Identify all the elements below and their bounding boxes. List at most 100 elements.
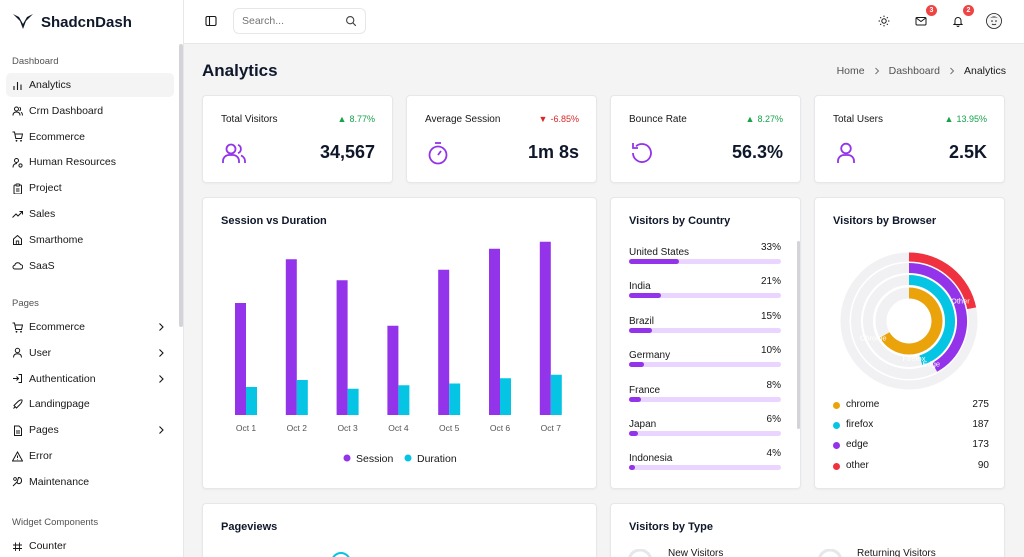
bar-duration-oct-3[interactable] — [347, 388, 359, 415]
sidebar-item-label: Maintenance — [29, 475, 90, 488]
stat-change: ▲ 13.95% — [945, 114, 987, 124]
sidebar-section-title: Pages — [12, 298, 39, 309]
sidebar-item-analytics[interactable]: Analytics — [6, 73, 174, 97]
bar-duration-oct-2[interactable] — [296, 380, 308, 415]
user-avatar[interactable] — [984, 11, 1004, 31]
country-name: Brazil — [629, 315, 655, 327]
bar-session-oct-4[interactable] — [387, 325, 399, 415]
visitors-by-country-card: Visitors by Country United States 33% In… — [610, 197, 801, 489]
legend-label[interactable]: Session — [356, 453, 394, 465]
sidebar-item-authentication[interactable]: Authentication — [6, 367, 174, 391]
legend-dot — [343, 454, 351, 462]
sidebar-item-user[interactable]: User — [6, 341, 174, 365]
returning-visitors-icon — [818, 549, 842, 557]
stat-change-value: -6.85% — [550, 114, 579, 124]
ring-edge[interactable] — [908, 263, 967, 372]
sidebar-item-sales[interactable]: Sales — [6, 202, 174, 226]
browser-name: edge — [846, 439, 869, 451]
sidebar-item-landingpage[interactable]: Landingpage — [6, 392, 174, 416]
country-percent: 4% — [766, 448, 781, 460]
stat-label: Total Users — [833, 114, 884, 125]
bar-session-oct-1[interactable] — [235, 303, 246, 415]
toggle-sidebar-button[interactable] — [201, 11, 221, 31]
country-progress-track — [629, 259, 781, 264]
sidebar-item-pages[interactable]: Pages — [6, 418, 174, 442]
country-progress-fill — [629, 259, 680, 264]
trend-up-icon: ▲ — [337, 114, 347, 124]
sidebar-item-human-resources[interactable]: Human Resources — [6, 150, 174, 174]
search-box[interactable] — [233, 8, 366, 34]
country-name: India — [629, 281, 651, 293]
notification-badge: 2 — [963, 5, 974, 16]
sidebar-scrollbar[interactable] — [179, 44, 183, 327]
country-name: Japan — [629, 419, 657, 430]
sidebar-item-crm-dashboard[interactable]: Crm Dashboard — [6, 99, 174, 123]
bar-session-oct-5[interactable] — [438, 269, 450, 415]
bar-session-oct-6[interactable] — [489, 248, 500, 415]
search-icon[interactable] — [345, 15, 357, 27]
stat-card-total-users: Total Users ▲ 13.95% 2.5K — [814, 95, 1005, 183]
search-input[interactable] — [242, 15, 338, 27]
ring-other[interactable] — [908, 252, 977, 310]
browser-value: 275 — [972, 399, 989, 410]
sidebar-item-label: Ecommerce — [29, 321, 86, 333]
visitors-by-type-card: Visitors by Type New Visitors Returning … — [610, 503, 1005, 557]
sidebar-item-label: User — [29, 346, 52, 359]
country-progress-track — [629, 327, 781, 333]
sidebar-item-project[interactable]: Project — [6, 176, 174, 200]
cart-icon — [12, 131, 23, 142]
stat-change-value: 8.77% — [349, 114, 375, 124]
breadcrumb-dashboard[interactable]: Dashboard — [888, 65, 940, 77]
mail-badge: 3 — [926, 5, 937, 16]
bar-duration-oct-6[interactable] — [500, 378, 511, 415]
country-name: Indonesia — [629, 453, 673, 465]
legend-label[interactable]: Duration — [417, 453, 457, 465]
sidebar-item-error[interactable]: Error — [6, 444, 174, 468]
page-title: Analytics — [202, 61, 278, 80]
x-tick-label: Oct 6 — [490, 423, 511, 433]
stat-change-value: 13.95% — [956, 114, 987, 124]
country-progress-fill — [629, 293, 661, 299]
breadcrumb-current: Analytics — [963, 65, 1006, 77]
sun-icon — [878, 15, 890, 27]
bar-session-oct-3[interactable] — [336, 280, 348, 415]
breadcrumb-home[interactable]: Home — [836, 65, 865, 77]
sidebar-item-counter[interactable]: Counter — [6, 534, 174, 557]
notifications-button[interactable]: 2 — [948, 5, 974, 31]
x-tick-label: Oct 1 — [236, 423, 257, 433]
bar-session-oct-2[interactable] — [285, 259, 297, 415]
card-title: Visitors by Type — [629, 521, 713, 533]
user-cog-icon — [12, 157, 23, 168]
bar-session-oct-7[interactable] — [539, 241, 551, 415]
sidebar-item-maintenance[interactable]: Maintenance — [6, 470, 174, 494]
theme-toggle-button[interactable] — [874, 11, 894, 31]
sidebar-item-saas[interactable]: SaaS — [6, 254, 174, 278]
ring-chrome[interactable] — [879, 287, 943, 355]
country-percent: 21% — [760, 276, 781, 288]
x-tick-label: Oct 5 — [439, 423, 460, 433]
country-list-scrollbar[interactable] — [797, 241, 800, 429]
ring-label: Other — [951, 296, 970, 305]
topbar: 3 2 — [184, 0, 1024, 44]
country-percent: 6% — [766, 414, 781, 425]
ring-firefox[interactable] — [908, 275, 955, 366]
mail-button[interactable]: 3 — [911, 5, 937, 31]
sidebar-item-ecommerce[interactable]: Ecommerce — [6, 315, 174, 339]
bar-duration-oct-5[interactable] — [449, 383, 461, 416]
x-tick-label: Oct 4 — [388, 423, 409, 433]
brand[interactable]: ShadcnDash — [0, 0, 183, 44]
bar-duration-oct-1[interactable] — [246, 387, 257, 415]
session-duration-card: Session vs Duration Oct 1 Oct 2 Oct 3 Oct 4… — [202, 197, 597, 489]
bar-duration-oct-7[interactable] — [550, 374, 562, 415]
stat-value: 2.5K — [948, 142, 987, 162]
country-progress-track — [629, 396, 781, 402]
bar-duration-oct-4[interactable] — [398, 385, 410, 415]
country-progress-fill — [629, 465, 636, 471]
sidebar-item-label: SaaS — [29, 259, 55, 272]
stat-label: Total Visitors — [221, 114, 278, 125]
home-icon — [13, 235, 22, 246]
sidebar-item-smarthome[interactable]: Smarthome — [6, 228, 174, 252]
sidebar-item-ecommerce[interactable]: Ecommerce — [6, 125, 174, 149]
country-row: Japan 6% — [629, 414, 781, 436]
country-name: Germany — [629, 350, 671, 362]
